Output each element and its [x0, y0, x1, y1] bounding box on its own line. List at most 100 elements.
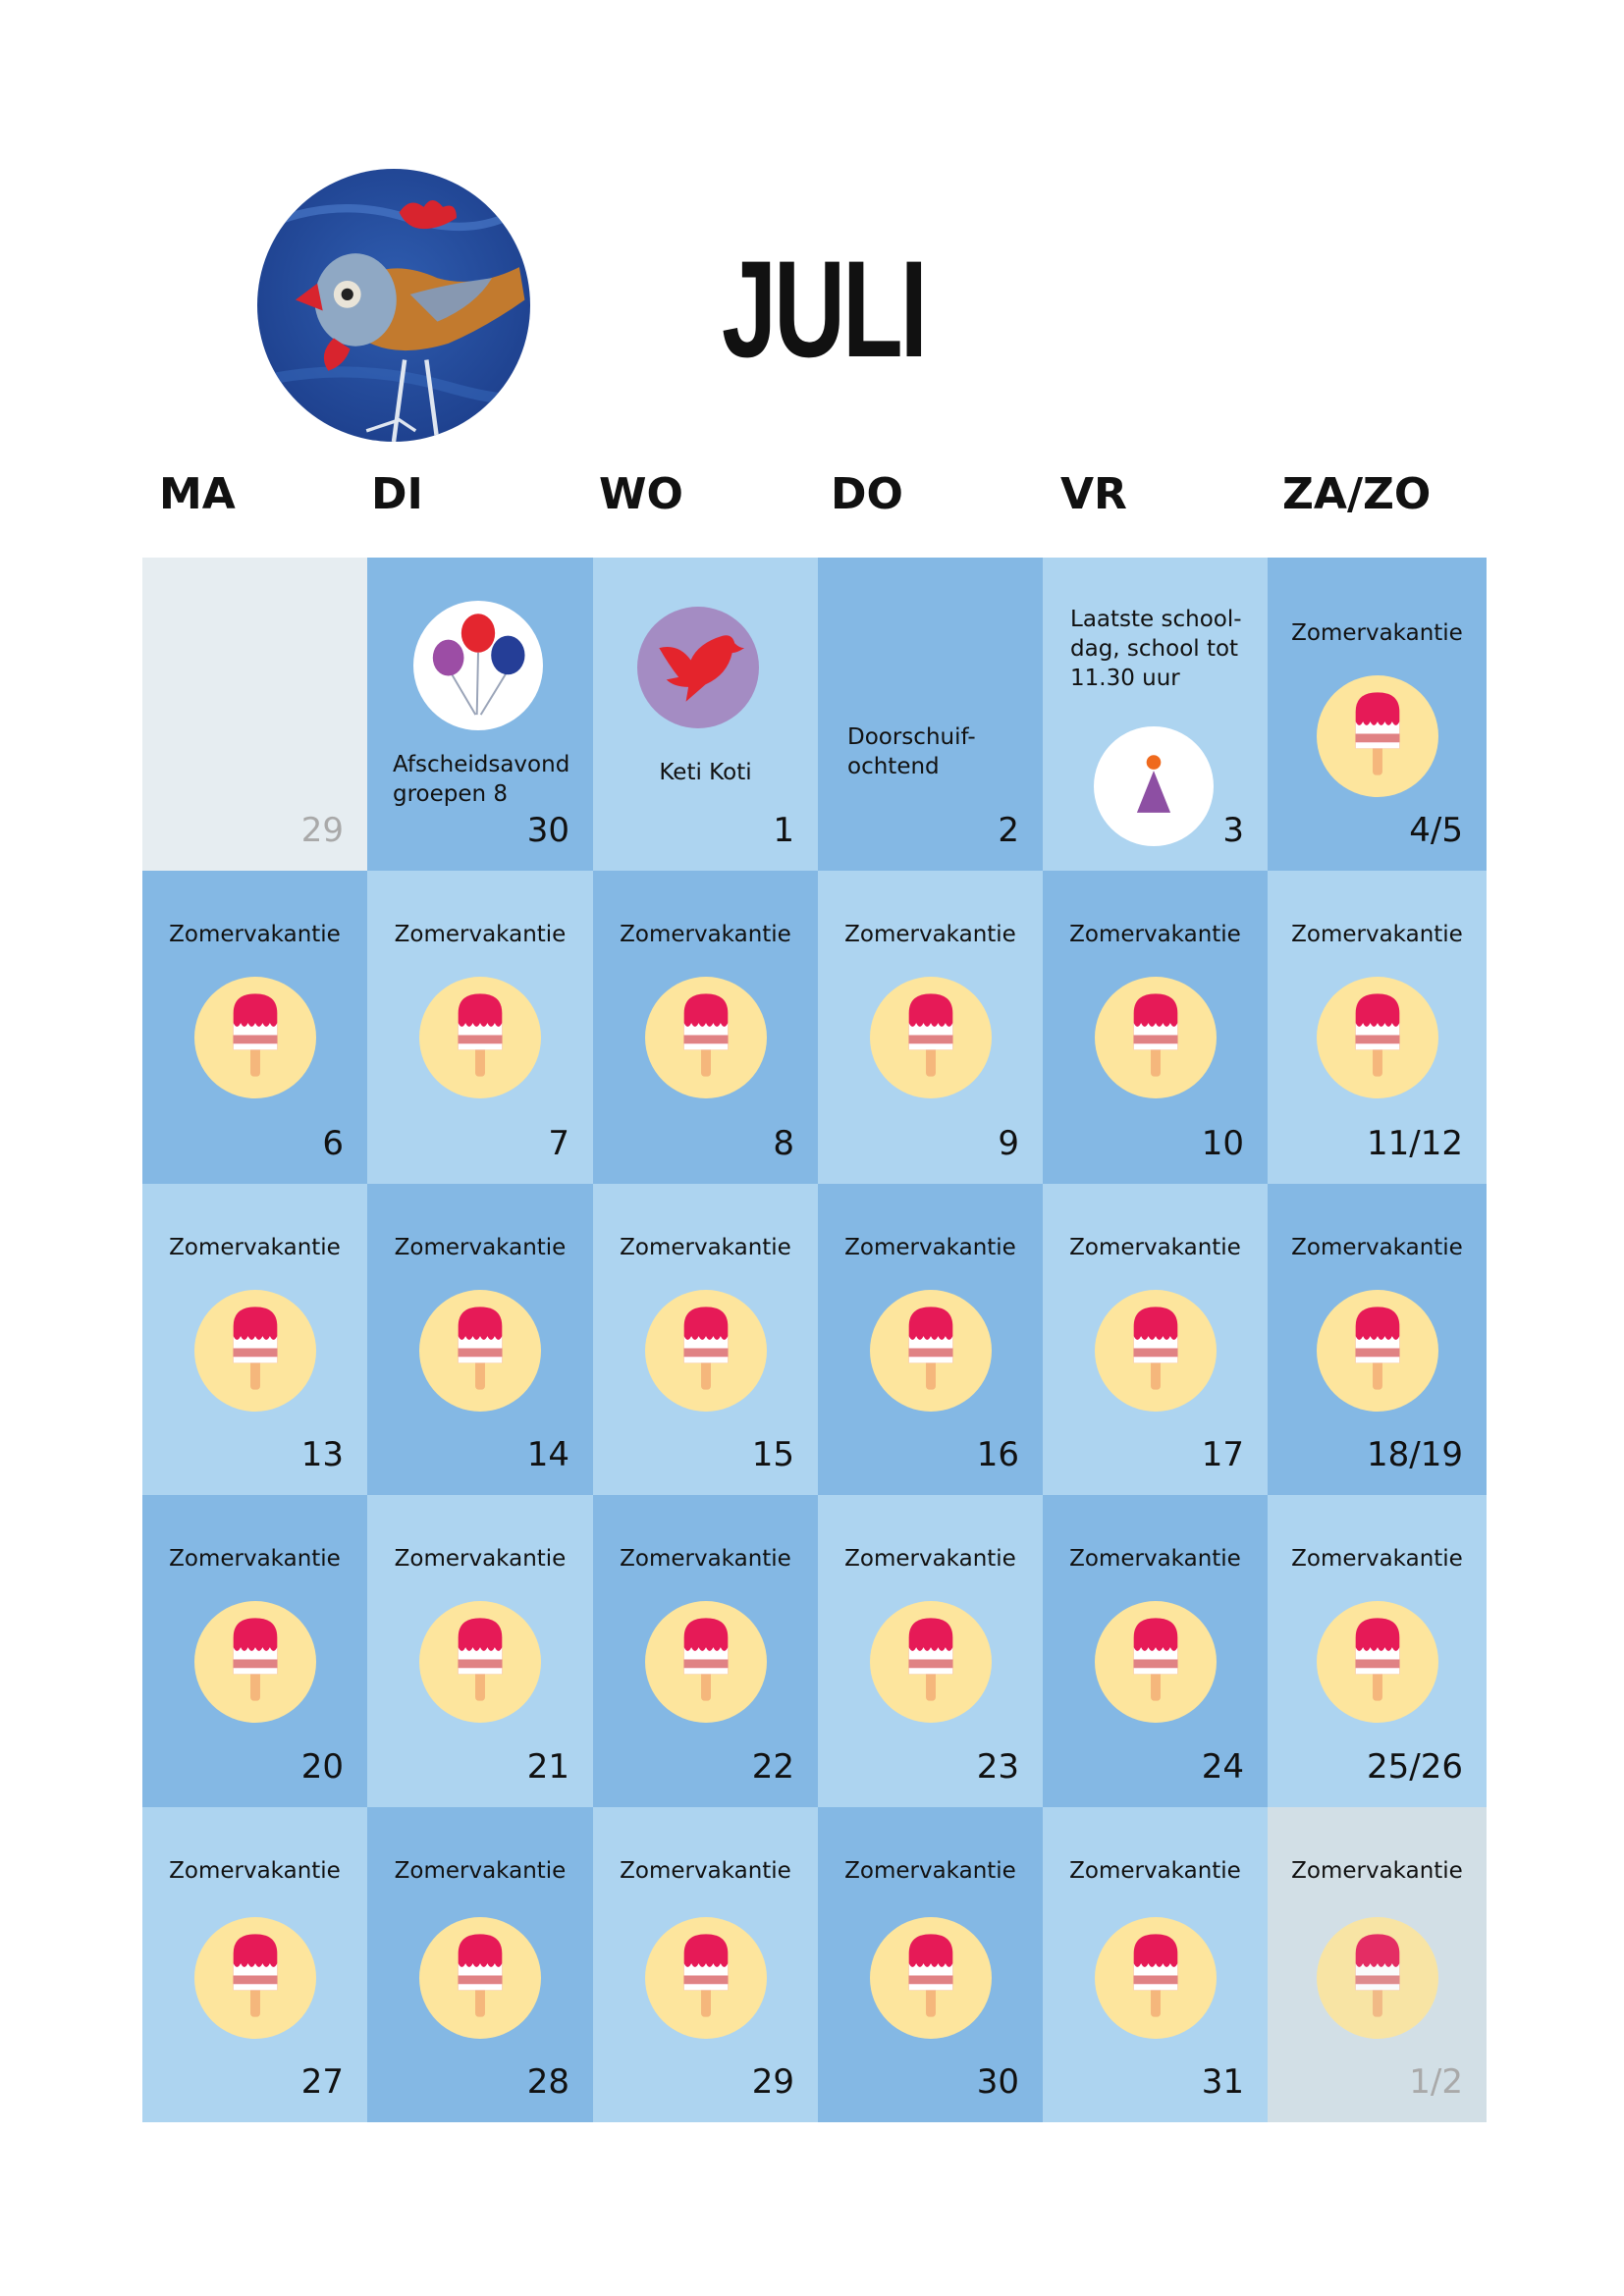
- event-label: Zomervakantie: [844, 1546, 1016, 1572]
- event-label: Afscheidsavond groepen 8: [393, 752, 570, 807]
- popsicle-icon: [1316, 1290, 1438, 1412]
- painted-bird-illustration: [257, 169, 530, 442]
- weekday-di: DI: [371, 469, 423, 519]
- event-label: Laatste school-dag, school tot 11.30 uur: [1070, 607, 1242, 691]
- popsicle-icon: [869, 1290, 992, 1412]
- event-label: Zomervakantie: [1291, 1858, 1463, 1884]
- popsicle-icon: [193, 1917, 316, 2039]
- event-label: Zomervakantie: [1069, 1235, 1241, 1260]
- popsicle-icon: [1316, 977, 1438, 1098]
- event-label: Zomervakantie: [620, 1546, 791, 1572]
- day-cell: Zomervakantie 13: [142, 1184, 367, 1495]
- weekday-ma: MA: [159, 469, 236, 519]
- month-title: JULI: [722, 232, 928, 386]
- event-label: Zomervakantie: [620, 1858, 791, 1884]
- day-number: 21: [526, 1747, 569, 1787]
- weekday-wo: WO: [599, 469, 683, 519]
- event-label: Zomervakantie: [844, 1235, 1016, 1260]
- event-label: Zomervakantie: [394, 1235, 567, 1260]
- day-cell: Zomervakantie 31: [1043, 1807, 1268, 2122]
- event-label: Zomervakantie: [394, 1858, 567, 1884]
- event-label: Zomervakantie: [394, 922, 567, 947]
- day-number: 4/5: [1409, 811, 1463, 850]
- popsicle-icon: [1094, 1917, 1217, 2039]
- day-cell: Zomervakantie 20: [142, 1495, 367, 1807]
- day-cell: Zomervakantie 14: [367, 1184, 593, 1495]
- event-label: Zomervakantie: [844, 1858, 1016, 1884]
- popsicle-icon: [644, 977, 767, 1098]
- popsicle-icon: [419, 1290, 541, 1412]
- day-cell: Laatste school-dag, school tot 11.30 uur…: [1043, 558, 1268, 871]
- day-number: 13: [300, 1435, 344, 1474]
- day-cell: Zomervakantie 8: [593, 871, 818, 1184]
- day-number: 28: [526, 2062, 569, 2102]
- day-number: 10: [1201, 1124, 1244, 1163]
- day-number: 29: [751, 2062, 794, 2102]
- day-number: 24: [1201, 1747, 1244, 1787]
- day-number: 27: [300, 2062, 344, 2102]
- event-label: Zomervakantie: [169, 1858, 341, 1884]
- day-number: 1: [773, 811, 794, 850]
- calendar-grid: 29 Afscheidsavond groepen 8 30 Keti Koti 1 Do…: [142, 558, 1487, 2122]
- day-cell: Zomervakantie 22: [593, 1495, 818, 1807]
- day-cell: Zomervakantie 24: [1043, 1495, 1268, 1807]
- day-number: 16: [976, 1435, 1019, 1474]
- day-cell: Zomervakantie 21: [367, 1495, 593, 1807]
- party-hat-icon: [1093, 726, 1214, 846]
- popsicle-icon: [419, 977, 541, 1098]
- day-number: 23: [976, 1747, 1019, 1787]
- popsicle-icon: [869, 1601, 992, 1723]
- weekday-vr: VR: [1060, 469, 1127, 519]
- day-number: 15: [751, 1435, 794, 1474]
- day-cell: Zomervakantie 16: [818, 1184, 1043, 1495]
- event-label: Zomervakantie: [1069, 922, 1241, 947]
- day-number: 18/19: [1367, 1435, 1463, 1474]
- day-number: 25/26: [1367, 1747, 1463, 1787]
- popsicle-icon: [419, 1917, 541, 2039]
- event-label: Zomervakantie: [1291, 922, 1463, 947]
- event-label: Zomervakantie: [169, 1546, 341, 1572]
- popsicle-icon: [1316, 675, 1438, 797]
- popsicle-icon: [644, 1601, 767, 1723]
- day-cell: Zomervakantie 17: [1043, 1184, 1268, 1495]
- day-cell: 29: [142, 558, 367, 871]
- day-cell: Keti Koti 1: [593, 558, 818, 871]
- day-cell: Zomervakantie 25/26: [1268, 1495, 1487, 1807]
- event-label: Zomervakantie: [844, 922, 1016, 947]
- header-bird-painting: [257, 169, 530, 442]
- day-number: 6: [322, 1124, 344, 1163]
- event-label: Zomervakantie: [394, 1546, 567, 1572]
- day-cell: Zomervakantie 30: [818, 1807, 1043, 2122]
- day-cell: Zomervakantie 18/19: [1268, 1184, 1487, 1495]
- day-number: 1/2: [1409, 2062, 1463, 2102]
- day-cell: Zomervakantie 7: [367, 871, 593, 1184]
- day-cell: Zomervakantie 4/5: [1268, 558, 1487, 871]
- day-cell: Zomervakantie 10: [1043, 871, 1268, 1184]
- event-label: Zomervakantie: [169, 922, 341, 947]
- day-cell: Zomervakantie 9: [818, 871, 1043, 1184]
- day-number: 14: [526, 1435, 569, 1474]
- day-number: 30: [976, 2062, 1019, 2102]
- popsicle-icon: [193, 1290, 316, 1412]
- balloons-icon: [413, 601, 543, 730]
- day-cell: Zomervakantie 11/12: [1268, 871, 1487, 1184]
- event-label: Zomervakantie: [1291, 1235, 1463, 1260]
- event-label: Zomervakantie: [1069, 1546, 1241, 1572]
- popsicle-icon: [644, 1290, 767, 1412]
- popsicle-icon: [1094, 977, 1217, 1098]
- day-number: 17: [1201, 1435, 1244, 1474]
- popsicle-icon: [644, 1917, 767, 2039]
- event-label: Zomervakantie: [620, 922, 791, 947]
- day-number: 8: [773, 1124, 794, 1163]
- popsicle-icon: [869, 1917, 992, 2039]
- popsicle-icon: [1094, 1290, 1217, 1412]
- day-cell: Zomervakantie 6: [142, 871, 367, 1184]
- event-label: Zomervakantie: [1291, 620, 1463, 646]
- day-number: 20: [300, 1747, 344, 1787]
- day-cell: Zomervakantie 1/2: [1268, 1807, 1487, 2122]
- event-label: Zomervakantie: [1291, 1546, 1463, 1572]
- day-cell: Zomervakantie 28: [367, 1807, 593, 2122]
- popsicle-icon: [193, 1601, 316, 1723]
- day-cell: Afscheidsavond groepen 8 30: [367, 558, 593, 871]
- weekday-do: DO: [831, 469, 903, 519]
